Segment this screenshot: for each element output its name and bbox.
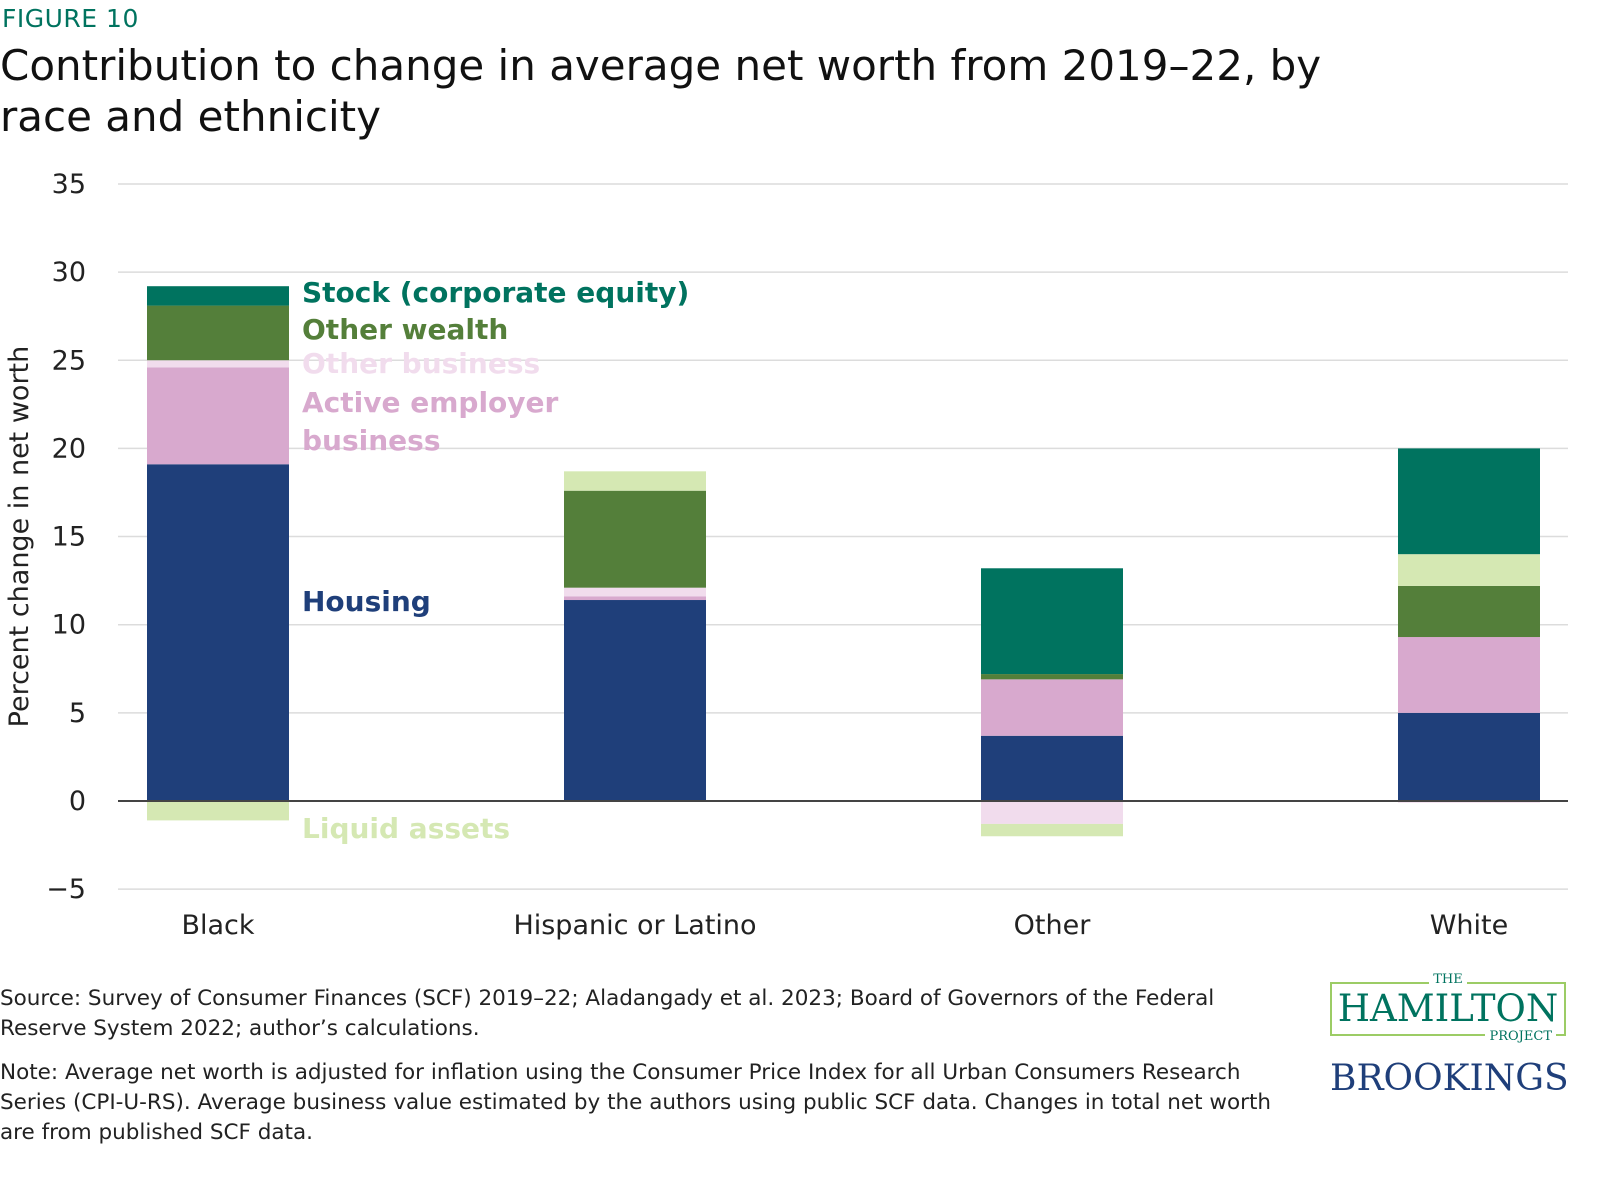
bar-segment-other-wealth-other [981,674,1123,680]
x-tick-label: Other [1014,910,1092,941]
bar-segment-active-employer-business-hispanic-or-latino [564,596,706,601]
bar-segment-stock-corporate-equity--black [147,286,289,306]
note-text: Note: Average net worth is adjusted for … [0,1060,1271,1145]
bar-segment-liquid-assets-white [1398,554,1540,586]
bar-segment-other-wealth-black [147,305,289,361]
y-tick-label: 15 [52,522,86,553]
y-tick-label: 20 [52,433,86,464]
legend-label: Active employer business [302,386,559,457]
bar-segment-liquid-assets-hispanic-or-latino [564,471,706,491]
bar-segment-other-business-hispanic-or-latino [564,587,706,597]
y-tick-label: 30 [52,257,86,288]
legend-label: Other wealth [302,313,508,346]
bar-segment-active-employer-business-other [981,679,1123,736]
bar-segment-active-employer-business-white [1398,637,1540,713]
y-tick-label: 0 [69,786,86,817]
bar-segment-liquid-assets-black [147,801,289,821]
bar-segment-housing-white [1398,712,1540,801]
x-tick-label: Black [181,910,254,941]
y-tick-label: −5 [46,874,86,905]
y-axis-label: Percent change in net worth [4,346,35,728]
y-tick-label: 10 [52,610,86,641]
figure-label: FIGURE 10 [2,4,139,33]
legend-label: Housing [302,585,431,618]
logo-project: PROJECT [1485,1029,1556,1044]
legend-label: Other business [302,347,540,380]
x-tick-label: White [1430,910,1509,941]
legend-label: Liquid assets [302,812,510,845]
bar-segment-stock-corporate-equity--other [981,568,1123,675]
logo-brookings: BROOKINGS [1330,1058,1569,1099]
legend-label: Stock (corporate equity) [302,276,689,309]
y-tick-label: 35 [52,169,86,200]
y-tick-label: 25 [52,345,86,376]
bar-segment-housing-hispanic-or-latino [564,600,706,801]
bar-segment-housing-black [147,464,289,801]
bar-segment-other-wealth-hispanic-or-latino [564,490,706,588]
bar-segment-other-business-other [981,801,1123,824]
logo-the: THE [1429,972,1467,987]
bar-segment-stock-corporate-equity--white [1398,448,1540,555]
chart: 35 30 25 20 15 10 5 0 −5 Percent change in net wo… [4,169,1568,941]
bar-segment-other-business-black [147,360,289,368]
y-tick-label: 5 [69,698,86,729]
x-tick-label: Hispanic or Latino [513,910,756,941]
bar-segment-housing-other [981,735,1123,801]
bar-segment-other-wealth-white [1398,585,1540,638]
source-text: Source: Survey of Consumer Finances (SCF… [0,986,1215,1041]
logo-hamilton: HAMILTON [1337,987,1559,1030]
bar-segment-active-employer-business-black [147,367,289,465]
chart-title: Contribution to change in average net wo… [0,41,1322,141]
hamilton-brookings-logo: THE HAMILTON PROJECT BROOKINGS [1330,972,1569,1099]
bar-segment-liquid-assets-other [981,823,1123,837]
